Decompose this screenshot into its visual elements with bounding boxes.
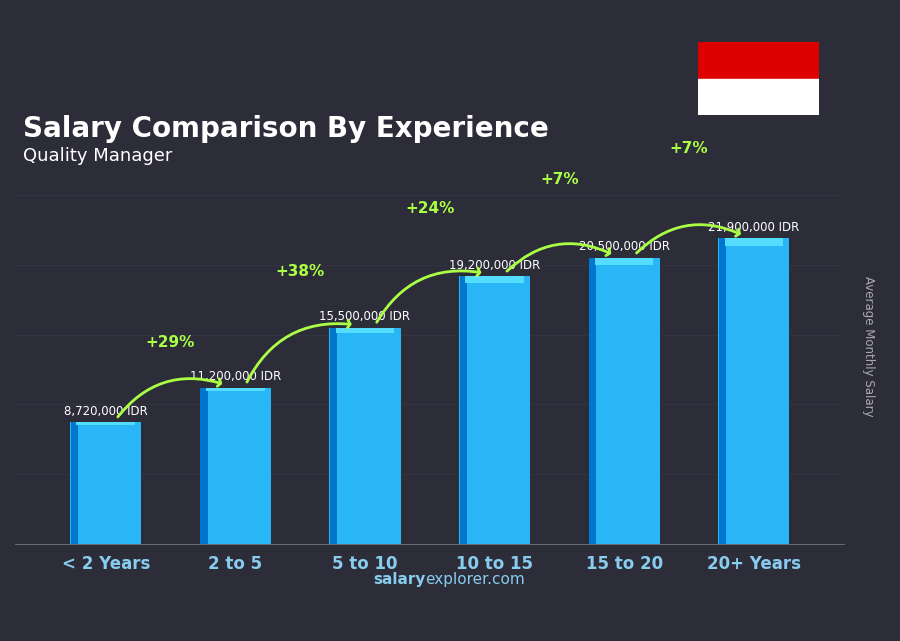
- Bar: [724, 238, 783, 246]
- Text: explorer.com: explorer.com: [426, 572, 526, 587]
- Bar: [76, 422, 135, 425]
- Text: Average Monthly Salary: Average Monthly Salary: [862, 276, 875, 417]
- Text: 19,200,000 IDR: 19,200,000 IDR: [449, 258, 540, 272]
- Bar: [719, 238, 726, 544]
- Bar: [465, 276, 524, 283]
- Text: Quality Manager: Quality Manager: [23, 147, 173, 165]
- Bar: [336, 328, 394, 333]
- Bar: [698, 79, 819, 115]
- Bar: [206, 388, 265, 392]
- Bar: [330, 328, 338, 544]
- Bar: [460, 276, 467, 544]
- Bar: [698, 42, 819, 79]
- Text: Salary Comparison By Experience: Salary Comparison By Experience: [23, 115, 549, 143]
- Text: 8,720,000 IDR: 8,720,000 IDR: [64, 404, 148, 417]
- Bar: [70, 422, 141, 544]
- Text: 21,900,000 IDR: 21,900,000 IDR: [708, 221, 799, 234]
- Text: +29%: +29%: [146, 335, 195, 350]
- Text: salary: salary: [374, 572, 426, 587]
- Bar: [590, 258, 597, 544]
- Text: +24%: +24%: [405, 201, 454, 216]
- Text: +38%: +38%: [275, 263, 325, 279]
- Text: +7%: +7%: [670, 141, 708, 156]
- Bar: [459, 276, 530, 544]
- Text: +7%: +7%: [540, 172, 579, 187]
- Text: 15,500,000 IDR: 15,500,000 IDR: [320, 310, 410, 323]
- Bar: [71, 422, 78, 544]
- Text: 20,500,000 IDR: 20,500,000 IDR: [579, 240, 670, 253]
- Bar: [200, 388, 271, 544]
- Bar: [589, 258, 660, 544]
- Bar: [201, 388, 208, 544]
- Bar: [329, 328, 400, 544]
- Bar: [718, 238, 789, 544]
- Bar: [595, 258, 653, 265]
- Text: 11,200,000 IDR: 11,200,000 IDR: [190, 370, 281, 383]
